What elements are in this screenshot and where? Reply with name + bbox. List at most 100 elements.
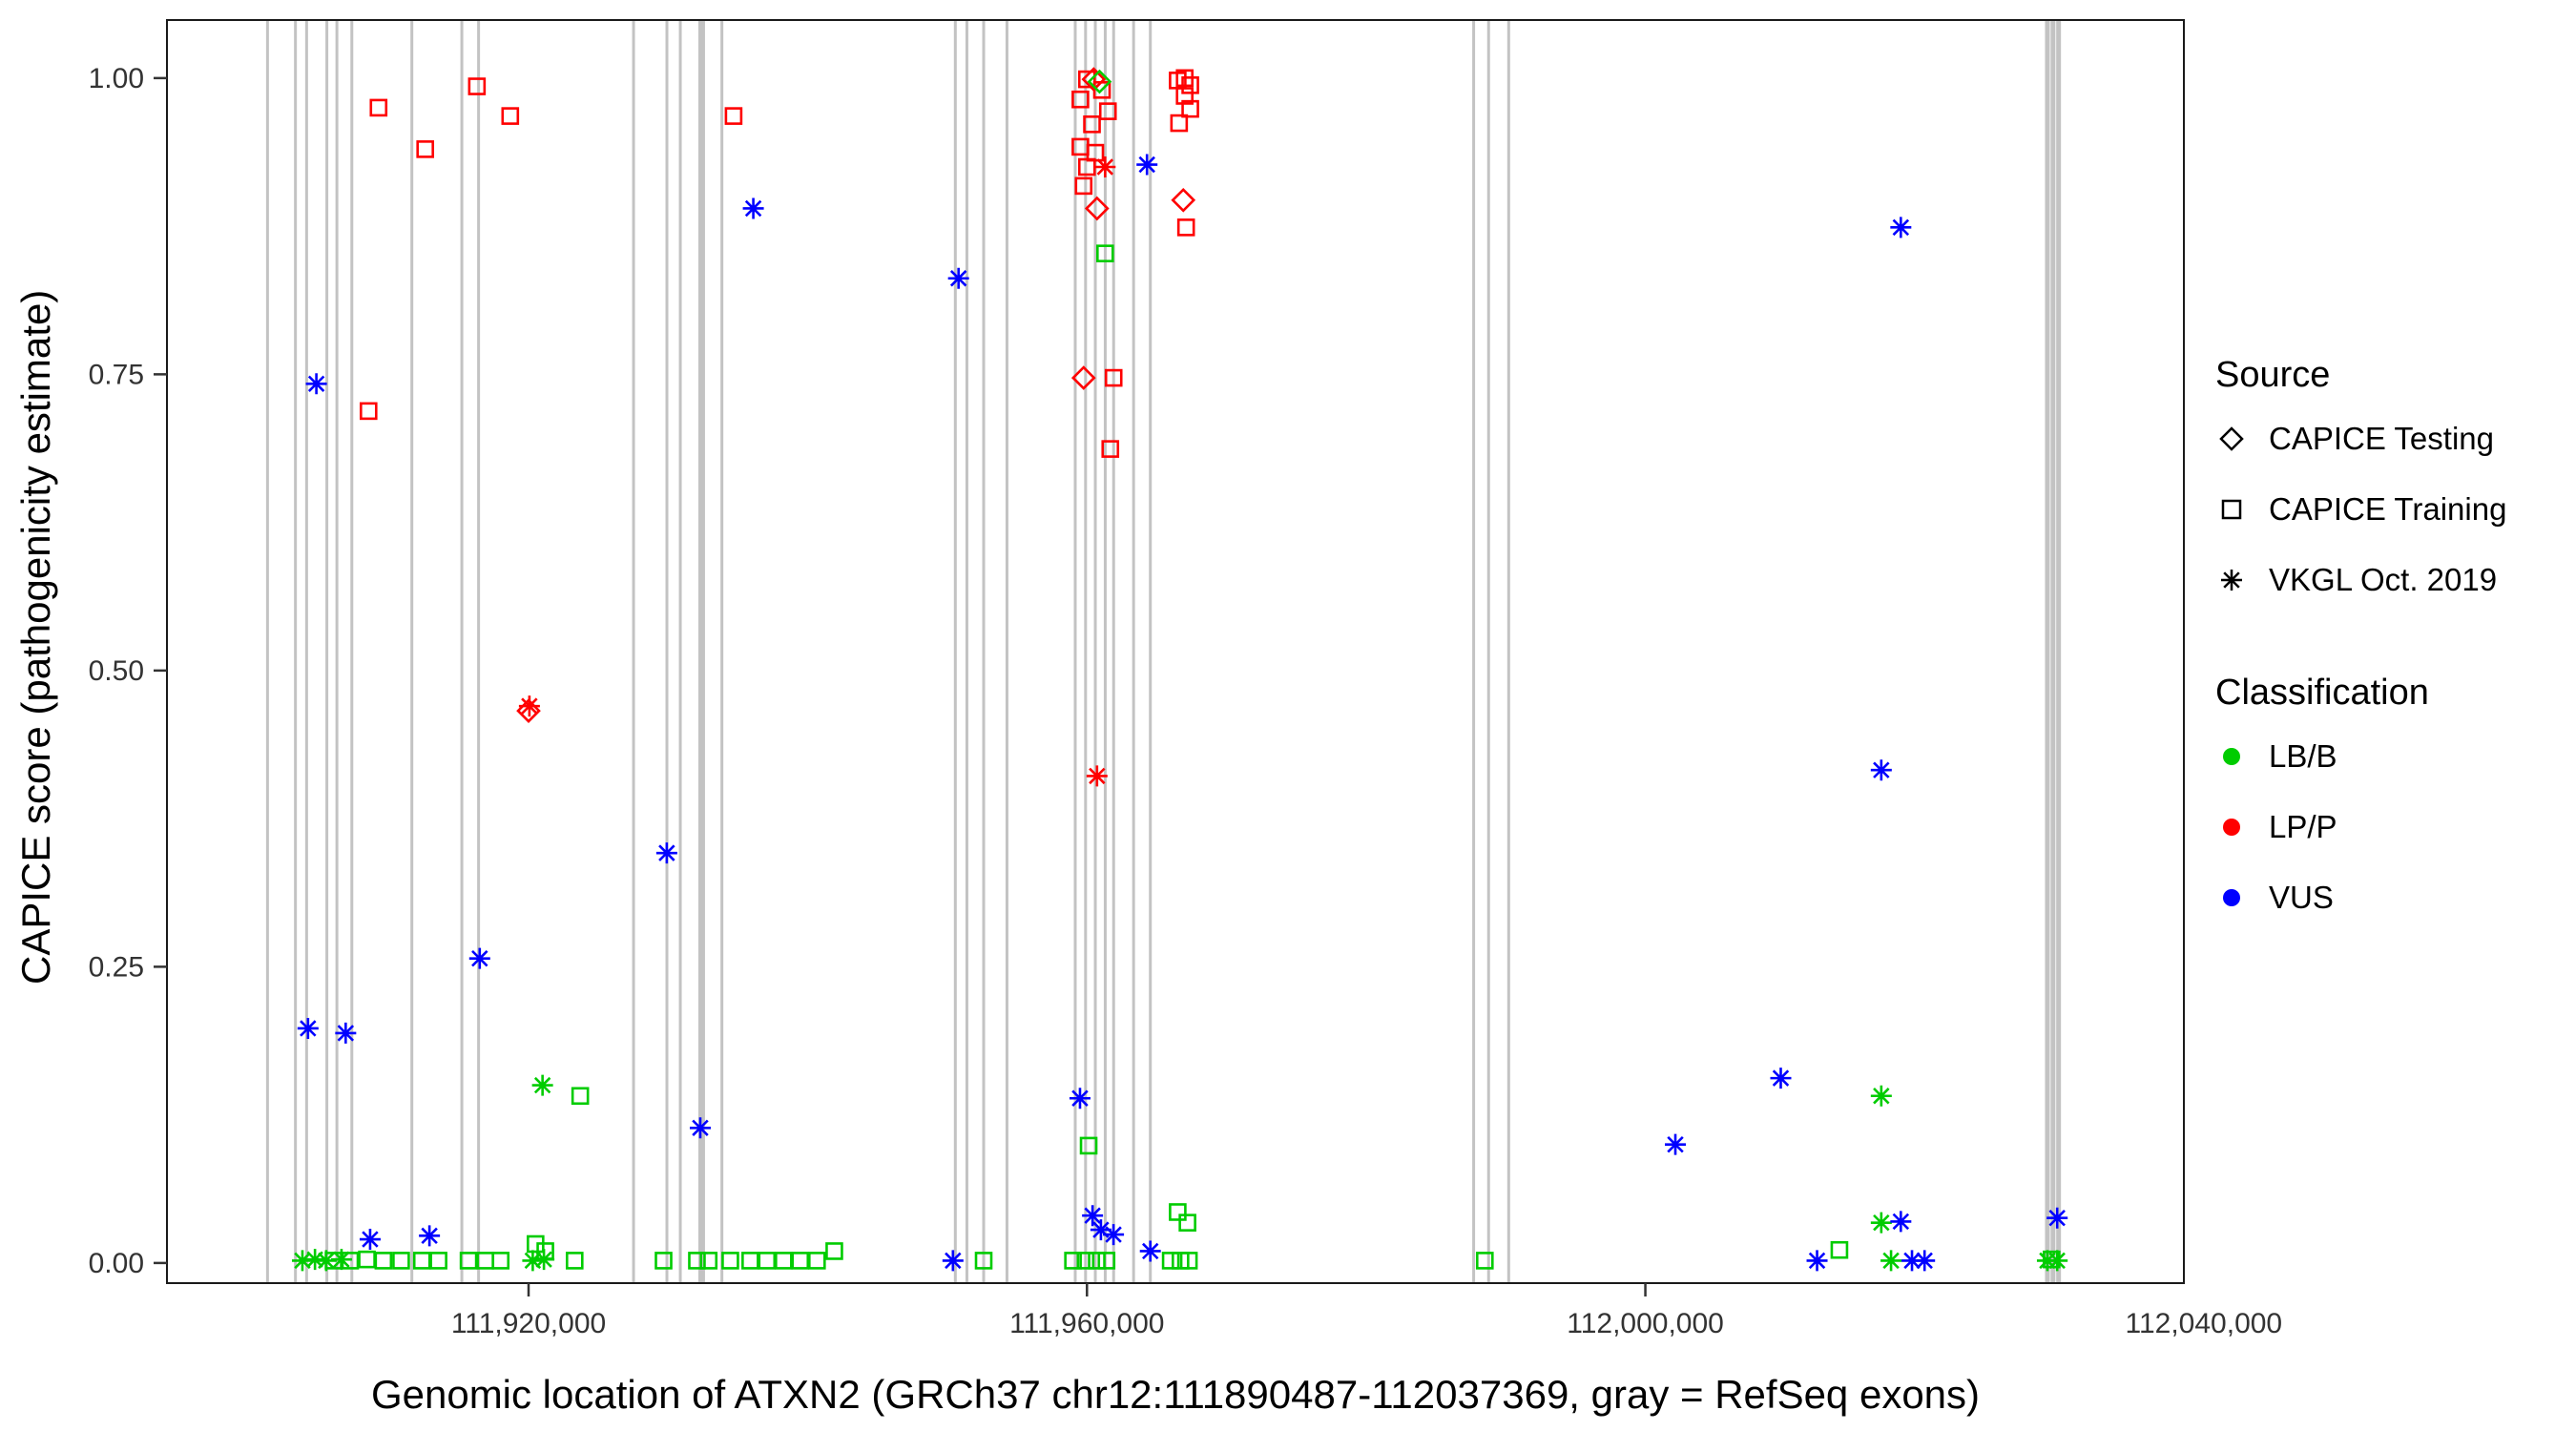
diamond-icon	[2219, 426, 2244, 451]
y-tick-label: 1.00	[89, 63, 144, 94]
data-point-square	[1079, 1136, 1098, 1155]
y-axis-title: CAPICE score (pathogenicity estimate)	[13, 289, 58, 985]
data-point-asterisk	[655, 842, 677, 864]
legend-source-title: Source	[2215, 355, 2331, 395]
data-point-square	[1088, 1252, 1106, 1270]
data-point-square	[1161, 1252, 1180, 1270]
data-point-asterisk	[1090, 1219, 1111, 1241]
legend: Source CAPICE Testing CAPICE Training VK…	[2215, 355, 2506, 950]
data-point-square	[359, 402, 378, 421]
data-point-square	[699, 1252, 718, 1270]
data-point-asterisk	[304, 1249, 326, 1271]
data-point-square	[724, 107, 743, 125]
data-point-square	[1179, 1252, 1198, 1270]
data-point-asterisk	[522, 1250, 544, 1272]
legend-classification-title: Classification	[2215, 673, 2429, 713]
data-point-asterisk	[330, 1249, 352, 1271]
data-point-asterisk	[1103, 1224, 1125, 1246]
data-point-square	[1098, 102, 1117, 120]
data-point-asterisk	[297, 1017, 319, 1039]
data-point-square	[721, 1252, 739, 1270]
data-point-square	[1074, 176, 1093, 196]
legend-item-label: VKGL Oct. 2019	[2269, 562, 2498, 597]
data-point-square	[412, 1252, 431, 1270]
data-point-square	[1178, 1213, 1196, 1232]
data-point-square	[825, 1242, 843, 1260]
data-point-square	[374, 1252, 393, 1270]
data-point-square	[1101, 440, 1120, 458]
data-point-diamond	[1070, 365, 1096, 390]
legend-item-vus: VUS	[2215, 880, 2506, 916]
y-tick-label: 0.25	[89, 951, 144, 983]
legend-item-label: LP/P	[2269, 809, 2337, 844]
data-point-asterisk	[291, 1250, 313, 1272]
data-point-square	[758, 1252, 777, 1270]
data-point-square	[369, 98, 388, 117]
y-tick-label: 0.75	[89, 359, 144, 390]
data-point-asterisk	[1870, 1085, 1892, 1107]
data-point-asterisk	[1914, 1250, 1936, 1272]
data-point-asterisk	[1069, 1088, 1091, 1110]
data-point-asterisk	[1901, 1250, 1923, 1272]
data-point-asterisk	[531, 1074, 553, 1096]
data-point-diamond	[1171, 187, 1196, 213]
data-point-square	[808, 1252, 826, 1270]
data-point-square	[1083, 114, 1101, 134]
data-point-asterisk	[1094, 156, 1116, 178]
data-point-square	[1830, 1240, 1849, 1259]
data-point-square	[416, 140, 434, 158]
legend-item-label: LB/B	[2269, 738, 2337, 774]
legend-item-lpp: LP/P	[2215, 809, 2506, 845]
legend-item-lbb: LB/B	[2215, 738, 2506, 775]
data-point-square	[1077, 70, 1096, 89]
x-tick-label: 111,920,000	[451, 1308, 606, 1339]
data-point-square	[1071, 90, 1090, 109]
data-point-square	[1175, 87, 1195, 105]
data-point-asterisk	[1082, 1205, 1104, 1227]
data-point-square	[459, 1252, 478, 1270]
data-point-square	[1169, 1203, 1187, 1221]
data-point-square	[1064, 1252, 1082, 1270]
data-point-square	[654, 1252, 673, 1270]
data-point-asterisk	[305, 373, 327, 395]
data-point-square	[429, 1252, 447, 1270]
data-point-asterisk	[742, 197, 764, 219]
data-point-diamond	[1087, 69, 1112, 94]
data-point-asterisk	[1770, 1068, 1792, 1089]
data-point-asterisk	[1665, 1133, 1687, 1155]
data-point-asterisk	[1870, 759, 1892, 781]
data-point-square	[1475, 1252, 1494, 1270]
data-point-asterisk	[359, 1229, 381, 1251]
data-point-asterisk	[1890, 1211, 1912, 1233]
data-point-square	[491, 1252, 510, 1270]
legend-item-vkgl: VKGL Oct. 2019	[2215, 562, 2506, 598]
x-tick-label: 112,000,000	[1567, 1308, 1724, 1339]
plot-panel	[167, 20, 2184, 1283]
data-point-asterisk	[1870, 1212, 1892, 1234]
data-point-square	[775, 1252, 793, 1270]
data-point-square	[571, 1087, 590, 1106]
y-tick-label: 0.00	[89, 1248, 144, 1279]
data-point-asterisk	[419, 1225, 441, 1247]
asterisk-icon	[2221, 570, 2242, 591]
data-point-square	[1096, 244, 1114, 262]
x-tick-label: 112,040,000	[2126, 1308, 2283, 1339]
data-point-asterisk	[947, 267, 969, 289]
data-point-asterisk	[689, 1117, 711, 1139]
data-point-square	[741, 1252, 759, 1270]
data-point-asterisk	[335, 1022, 357, 1044]
data-point-square	[1104, 368, 1123, 387]
legend-item-capice-training: CAPICE Training	[2215, 491, 2506, 528]
y-tick-label: 0.50	[89, 655, 144, 687]
data-point-asterisk	[1806, 1250, 1828, 1272]
data-point-asterisk	[2046, 1207, 2068, 1229]
panel-border	[166, 19, 2185, 1284]
data-point-asterisk	[2046, 1250, 2068, 1272]
data-point-asterisk	[518, 695, 540, 717]
lbb-dot-icon	[2223, 748, 2240, 765]
data-point-asterisk	[315, 1250, 337, 1272]
data-point-square	[1076, 1252, 1095, 1270]
legend-item-label: CAPICE Training	[2269, 491, 2507, 527]
